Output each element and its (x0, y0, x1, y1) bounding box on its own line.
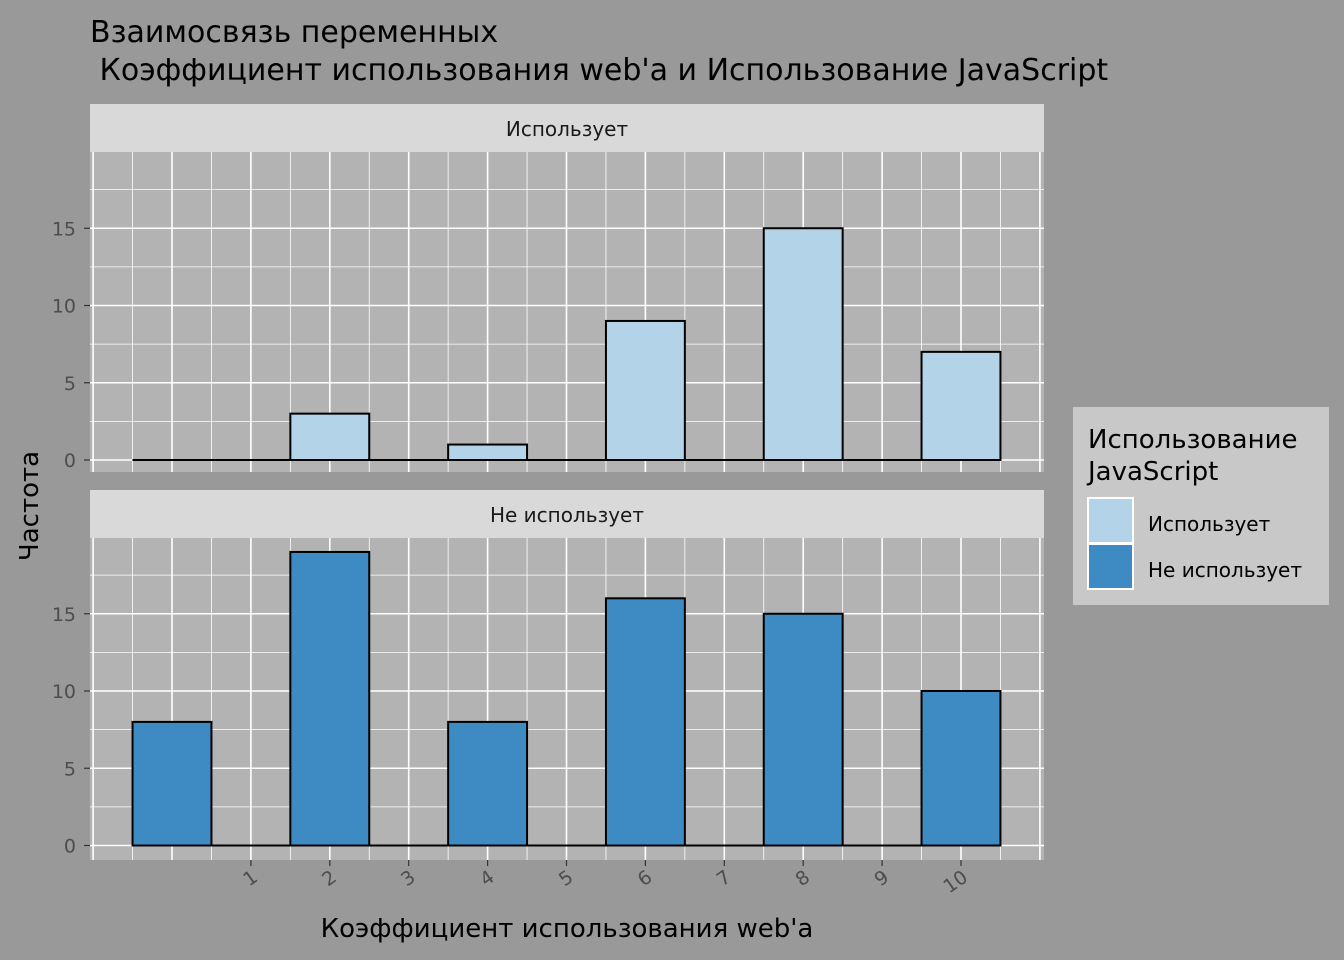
y-tick-label: 10 (52, 296, 76, 318)
y-tick-label: 5 (64, 758, 76, 780)
facet-strip-label-not-uses: Не использует (490, 503, 644, 527)
y-ticks-uses: 0 5 10 15 (52, 218, 90, 472)
facet-not-uses: Не использует 0 5 10 15 (52, 490, 1044, 860)
facet-strip-uses (90, 104, 1044, 152)
facet-uses: Использует 0 5 10 15 (52, 104, 1044, 472)
bar (604, 597, 686, 847)
bars-not-uses (131, 550, 1002, 847)
legend-key-uses (1087, 497, 1134, 544)
bar (289, 550, 371, 847)
bar (920, 350, 1002, 462)
y-tick-label: 15 (52, 218, 76, 240)
legend-key-not-uses (1087, 543, 1134, 590)
chart-title-line2: Коэффициент использования web'a и Исполь… (90, 53, 1108, 88)
y-tick-label: 5 (64, 373, 76, 395)
y-tick-label: 15 (52, 604, 76, 626)
bar (762, 227, 844, 461)
y-tick-label: 10 (52, 681, 76, 703)
y-axis-title: Частота (15, 451, 45, 561)
legend: Использование JavaScript Использует Не и… (1073, 407, 1329, 605)
y-tick-label: 0 (64, 450, 76, 472)
y-ticks-not-uses: 0 5 10 15 (52, 604, 90, 858)
chart-title-line1: Взаимосвязь переменных (90, 15, 498, 50)
bar (762, 612, 844, 847)
bar (447, 720, 529, 847)
legend-title-line2: JavaScript (1086, 457, 1218, 487)
legend-title-line1: Использование (1088, 425, 1297, 455)
bars-uses (132, 227, 1002, 462)
bar (447, 443, 529, 461)
legend-label-not-uses: Не использует (1148, 558, 1302, 582)
facet-strip-not-uses (90, 490, 1044, 538)
facet-strip-label-uses: Использует (506, 117, 629, 141)
x-axis-title: Коэффициент использования web'a (321, 914, 814, 944)
bar (131, 720, 213, 847)
legend-label-uses: Использует (1148, 512, 1271, 536)
bar (289, 412, 371, 461)
bar (604, 319, 686, 462)
y-tick-label: 0 (64, 836, 76, 858)
bar (920, 690, 1002, 847)
